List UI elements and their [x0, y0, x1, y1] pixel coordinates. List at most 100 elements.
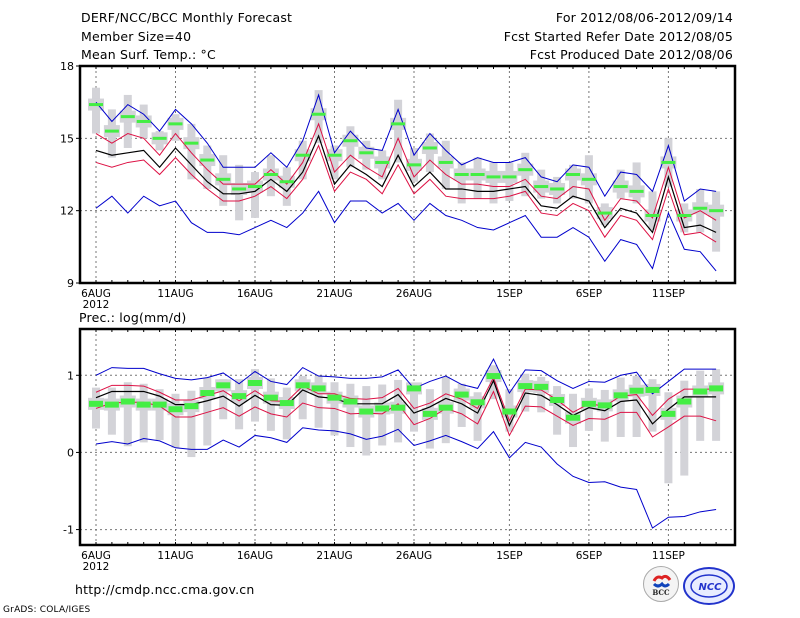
range-bar [346, 126, 355, 168]
x-tick-label: 26AUG [396, 550, 432, 562]
observation-marker [693, 206, 708, 210]
observation-marker [311, 112, 326, 116]
range-bar [457, 383, 466, 427]
range-bar [298, 376, 307, 420]
observation-marker [311, 385, 326, 392]
range-bar [537, 376, 546, 413]
period-label: For 2012/08/06-2012/09/14 [555, 10, 733, 25]
observation-marker [152, 136, 167, 140]
variable-label: Mean Surf. Temp.: °C [81, 47, 216, 62]
observation-marker [613, 185, 628, 189]
observation-marker [438, 160, 453, 164]
range-bar [362, 386, 371, 456]
source-url[interactable]: http://cmdp.ncc.cma.gov.cn [75, 582, 255, 597]
range-bar [155, 389, 164, 441]
range-bar [569, 164, 577, 199]
precip-panel-title: Prec.: log(mm/d) [79, 310, 187, 325]
range-bar [187, 390, 196, 458]
y-tick-label: 15 [60, 132, 74, 145]
observation-marker [359, 151, 374, 155]
range-bar [139, 383, 148, 443]
observation-marker [422, 410, 437, 417]
observation-marker [327, 394, 342, 401]
observation-marker [232, 187, 247, 191]
range-bar [107, 387, 116, 435]
observation-marker [295, 153, 310, 157]
observation-marker [597, 402, 612, 409]
observation-marker [645, 213, 660, 217]
bcc-logo-icon: BCC [652, 574, 672, 597]
x-tick-label: 16AUG [237, 288, 273, 300]
range-bar [648, 379, 657, 432]
observation-marker [534, 185, 549, 189]
y-tick-label: 1 [67, 369, 74, 382]
ncc-logo-text: NCC [698, 582, 722, 593]
observation-marker [200, 390, 215, 397]
observation-marker [120, 115, 135, 119]
observation-marker [120, 398, 135, 405]
observation-marker [502, 408, 517, 415]
observation-marker [470, 173, 485, 176]
range-bar [187, 123, 196, 180]
observation-marker [661, 160, 676, 164]
range-bar [394, 99, 403, 163]
range-bar [632, 376, 641, 437]
range-bar [489, 162, 498, 204]
grads-credit: GrADS: COLA/IGES [3, 605, 91, 615]
x-tick-label: 11SEP [652, 550, 685, 562]
observation-marker [677, 398, 692, 405]
ncc-logo-icon: NCC [690, 574, 728, 598]
ens-min-line [95, 427, 717, 529]
sd-upper-line [95, 122, 717, 222]
observation-marker [184, 141, 199, 145]
ncc-logo: NCC [683, 567, 735, 605]
observation-marker [168, 406, 183, 413]
observation-marker [518, 383, 533, 390]
member-size-label: Member Size=40 [81, 29, 192, 44]
range-bar [219, 379, 228, 420]
observation-marker [550, 187, 565, 191]
range-bar [235, 379, 244, 430]
observation-marker [359, 408, 374, 415]
ens-mean-line [95, 379, 717, 427]
range-bar [92, 87, 100, 134]
range-bar [696, 370, 705, 441]
observation-marker [279, 180, 294, 184]
observation-marker [327, 153, 342, 157]
range-bar [123, 382, 132, 447]
year-label: 2012 [83, 299, 110, 311]
y-tick-label: 0 [67, 446, 74, 459]
observation-marker [470, 399, 485, 406]
x-tick-label: 6AUG [81, 550, 111, 562]
observation-marker [502, 175, 517, 179]
observation-marker [597, 211, 612, 215]
x-tick-label: 11AUG [157, 550, 193, 562]
x-tick-label: 11AUG [157, 288, 193, 300]
x-tick-label: 1SEP [496, 288, 522, 300]
x-tick-label: 16AUG [237, 550, 273, 562]
range-bar [203, 145, 212, 189]
observation-marker [661, 410, 676, 417]
x-tick-label: 21AUG [316, 550, 352, 562]
y-tick-label: 9 [67, 277, 74, 290]
observation-marker [89, 400, 103, 407]
x-tick-label: 6AUG [81, 288, 111, 300]
observation-marker [677, 213, 692, 217]
observation-marker [152, 401, 167, 408]
x-tick-label: 1SEP [496, 550, 522, 562]
observation-marker [709, 385, 724, 392]
observation-marker [581, 400, 596, 407]
observation-marker [375, 160, 390, 164]
observation-marker [104, 129, 119, 133]
observation-marker [343, 139, 358, 143]
produced-date-label: Fcst Produced Date 2012/08/06 [529, 47, 733, 62]
observation-marker [407, 385, 421, 392]
observation-marker [629, 189, 644, 193]
range-bar [314, 376, 323, 428]
observation-marker [629, 387, 644, 394]
observation-marker [486, 175, 501, 179]
range-bar [203, 377, 212, 446]
range-bar [251, 172, 259, 218]
observation-marker [566, 173, 580, 176]
